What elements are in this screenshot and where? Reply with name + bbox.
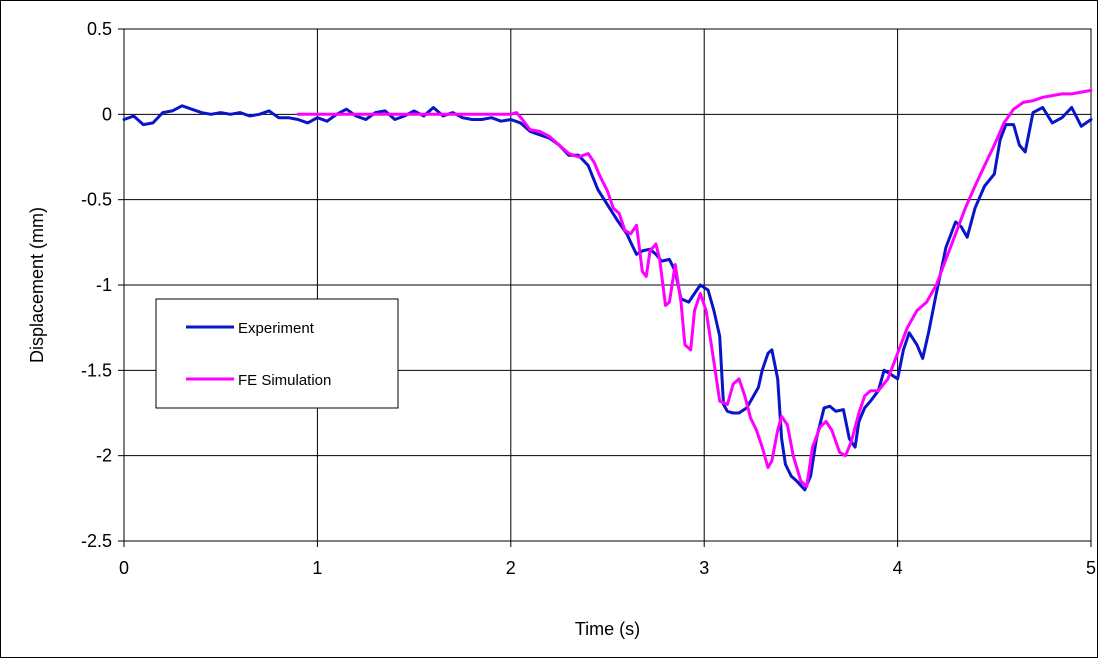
legend-label-fe-simulation: FE Simulation <box>238 372 331 389</box>
legend: Experiment FE Simulation <box>155 298 399 409</box>
x-tick-label-0: 0 <box>119 558 129 578</box>
series-line-fe-simulation <box>296 88 1093 488</box>
y-tick-label-0: 0.5 <box>87 19 112 39</box>
series-lines <box>122 88 1093 492</box>
y-axis-title: Displacement (mm) <box>27 207 47 363</box>
legend-box <box>155 298 399 409</box>
x-tick-label-1: 1 <box>312 558 322 578</box>
series-line-experiment <box>122 104 1093 492</box>
y-tick-label-5: -2 <box>96 446 112 466</box>
grid <box>123 28 1092 542</box>
y-tick-label-3: -1 <box>96 275 112 295</box>
y-tick-label-4: -1.5 <box>81 360 112 380</box>
x-tick-label-2: 2 <box>506 558 516 578</box>
x-axis-title: Time (s) <box>575 619 640 639</box>
y-tick-label-1: 0 <box>102 104 112 124</box>
x-tick-label-5: 5 <box>1086 558 1096 578</box>
y-tick-label-2: -0.5 <box>81 190 112 210</box>
y-axis-ticks: 0.5 0 -0.5 -1 -1.5 -2 -2.5 <box>81 19 124 551</box>
x-tick-label-3: 3 <box>699 558 709 578</box>
legend-label-experiment: Experiment <box>238 320 315 337</box>
x-axis-ticks: 0 1 2 3 4 5 <box>119 541 1096 578</box>
y-tick-label-6: -2.5 <box>81 531 112 551</box>
x-tick-label-4: 4 <box>893 558 903 578</box>
